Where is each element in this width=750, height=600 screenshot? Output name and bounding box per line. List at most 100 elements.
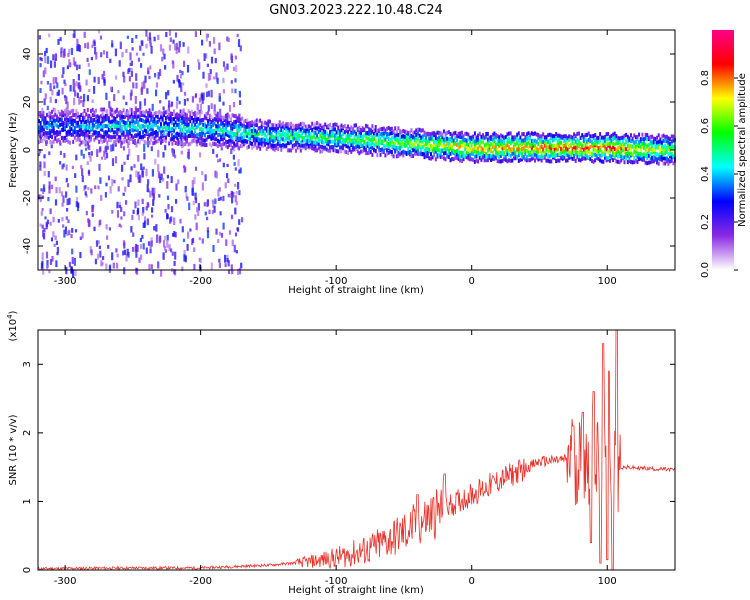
heatmap-cell bbox=[184, 136, 187, 141]
heatmap-cell bbox=[65, 216, 68, 220]
heatmap-cell bbox=[172, 79, 175, 84]
heatmap-cell bbox=[208, 117, 211, 122]
heatmap-cell bbox=[189, 130, 192, 135]
heatmap-cell bbox=[545, 137, 548, 142]
heatmap-cell bbox=[131, 37, 134, 43]
heatmap-cell bbox=[587, 155, 590, 160]
heatmap-cell bbox=[667, 140, 670, 145]
heatmap-cell bbox=[555, 143, 558, 148]
heatmap-cell bbox=[60, 136, 63, 140]
heatmap-cell bbox=[459, 140, 462, 145]
heatmap-cell bbox=[405, 129, 408, 134]
heatmap-cell bbox=[288, 122, 291, 127]
heatmap-cell bbox=[464, 131, 467, 136]
heatmap-cell bbox=[402, 149, 405, 154]
heatmap-cell bbox=[195, 133, 198, 138]
heatmap-cell bbox=[236, 136, 239, 141]
heatmap-cell bbox=[199, 113, 201, 118]
heatmap-cell bbox=[46, 140, 49, 145]
heatmap-cell bbox=[211, 199, 214, 204]
heatmap-cell bbox=[433, 140, 436, 145]
heatmap-cell bbox=[356, 140, 359, 145]
heatmap-cell bbox=[41, 195, 45, 199]
heatmap-cell bbox=[277, 147, 280, 152]
heatmap-cell bbox=[355, 141, 358, 146]
heatmap-cell bbox=[295, 140, 297, 145]
heatmap-cell bbox=[584, 142, 587, 147]
heatmap-cell bbox=[68, 129, 71, 133]
heatmap-cell bbox=[254, 133, 257, 137]
heatmap-cell bbox=[644, 153, 647, 158]
heatmap-cell bbox=[59, 140, 62, 145]
heatmap-cell bbox=[120, 128, 123, 133]
heatmap-cell bbox=[285, 127, 288, 132]
heatmap-cell bbox=[403, 134, 406, 139]
heatmap-cell bbox=[95, 52, 98, 60]
heatmap-cell bbox=[296, 131, 299, 136]
heatmap-cell bbox=[495, 135, 497, 140]
heatmap-cell bbox=[173, 117, 175, 122]
heatmap-cell bbox=[394, 144, 397, 149]
heatmap-cell bbox=[118, 205, 122, 208]
heatmap-cell bbox=[312, 123, 315, 128]
heatmap-cell bbox=[459, 134, 462, 139]
heatmap-cell bbox=[246, 133, 249, 138]
heatmap-cell bbox=[506, 132, 509, 137]
heatmap-cell bbox=[473, 131, 476, 136]
heatmap-cell bbox=[215, 113, 218, 118]
heatmap-cell bbox=[630, 144, 632, 149]
heatmap-cell bbox=[469, 153, 471, 158]
heatmap-cell bbox=[137, 129, 140, 134]
heatmap-cell bbox=[103, 70, 106, 77]
heatmap-cell bbox=[586, 150, 589, 155]
heatmap-cell bbox=[273, 123, 276, 128]
heatmap-cell bbox=[116, 138, 119, 142]
heatmap-cell bbox=[325, 140, 328, 145]
heatmap-cell bbox=[317, 125, 320, 130]
heatmap-cell bbox=[309, 132, 312, 137]
heatmap-cell bbox=[117, 121, 120, 125]
heatmap-cell bbox=[607, 156, 610, 160]
heatmap-cell bbox=[478, 155, 481, 160]
heatmap-cell bbox=[447, 130, 450, 135]
heatmap-cell bbox=[551, 134, 554, 139]
heatmap-cell bbox=[477, 148, 480, 153]
heatmap-cell bbox=[117, 134, 120, 139]
heatmap-cell bbox=[600, 159, 603, 164]
heatmap-cell bbox=[208, 209, 211, 215]
heatmap-cell bbox=[626, 134, 629, 139]
heatmap-cell bbox=[573, 137, 576, 142]
heatmap-cell bbox=[73, 83, 76, 91]
heatmap-cell bbox=[456, 143, 458, 147]
heatmap-cell bbox=[42, 122, 45, 127]
heatmap-cell bbox=[324, 129, 327, 134]
heatmap-cell bbox=[485, 142, 488, 147]
heatmap-cell bbox=[449, 136, 452, 141]
heatmap-cell bbox=[46, 81, 49, 85]
heatmap-cell bbox=[239, 45, 242, 52]
heatmap-cell bbox=[551, 143, 554, 148]
heatmap-cell bbox=[52, 54, 55, 61]
heatmap-cell bbox=[377, 145, 380, 150]
heatmap-cell bbox=[225, 143, 227, 148]
heatmap-cell bbox=[412, 154, 415, 158]
heatmap-cell bbox=[594, 141, 597, 146]
heatmap-cell bbox=[129, 92, 132, 101]
heatmap-cell bbox=[555, 136, 558, 141]
heatmap-cell bbox=[447, 141, 450, 146]
heatmap-cell bbox=[366, 143, 369, 148]
heatmap-cell bbox=[200, 142, 203, 147]
heatmap-cell bbox=[535, 150, 538, 155]
heatmap-cell bbox=[379, 152, 382, 157]
heatmap-cell bbox=[579, 141, 582, 146]
heatmap-cell bbox=[498, 154, 501, 159]
heatmap-cell bbox=[87, 63, 90, 67]
heatmap-cell bbox=[153, 117, 156, 122]
heatmap-cell bbox=[408, 130, 411, 135]
heatmap-cell bbox=[392, 135, 395, 140]
heatmap-cell bbox=[99, 177, 102, 184]
heatmap-cell bbox=[303, 143, 306, 148]
heatmap-cell bbox=[252, 134, 255, 139]
heatmap-cell bbox=[568, 150, 571, 155]
heatmap-cell bbox=[161, 126, 164, 131]
